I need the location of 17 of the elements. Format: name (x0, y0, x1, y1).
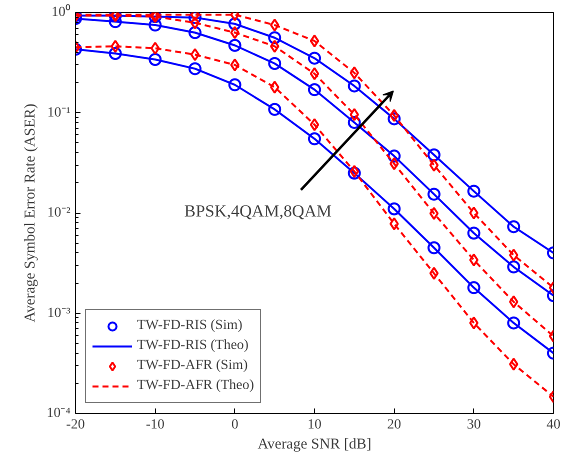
x-tick-label: 0 (231, 418, 238, 432)
x-tick-label: 30 (466, 418, 481, 432)
legend-label: TW-FD-RIS (Theo) (137, 338, 249, 354)
y-tick-label: 10⁰ (52, 4, 70, 20)
y-tick-label: 10⁻² (47, 206, 71, 220)
legend-label: TW-FD-AFR (Sim) (137, 358, 248, 374)
legend-label: TW-FD-AFR (Theo) (137, 378, 254, 394)
annotation: BPSK,4QAM,8QAM (184, 201, 332, 220)
y-axis-title: Average Symbol Error Rate (ASER) (22, 104, 39, 322)
y-tick-label: 10⁻¹ (47, 105, 71, 120)
y-tick-label: 10⁻³ (47, 306, 71, 321)
x-tick-label: 40 (546, 418, 560, 432)
legend-label: TW-FD-RIS (Sim) (137, 318, 242, 334)
x-tick-label: -10 (146, 418, 165, 432)
x-axis-title: Average SNR [dB] (258, 436, 372, 452)
x-tick-label: 20 (387, 418, 402, 432)
x-tick-label: 10 (308, 418, 322, 432)
